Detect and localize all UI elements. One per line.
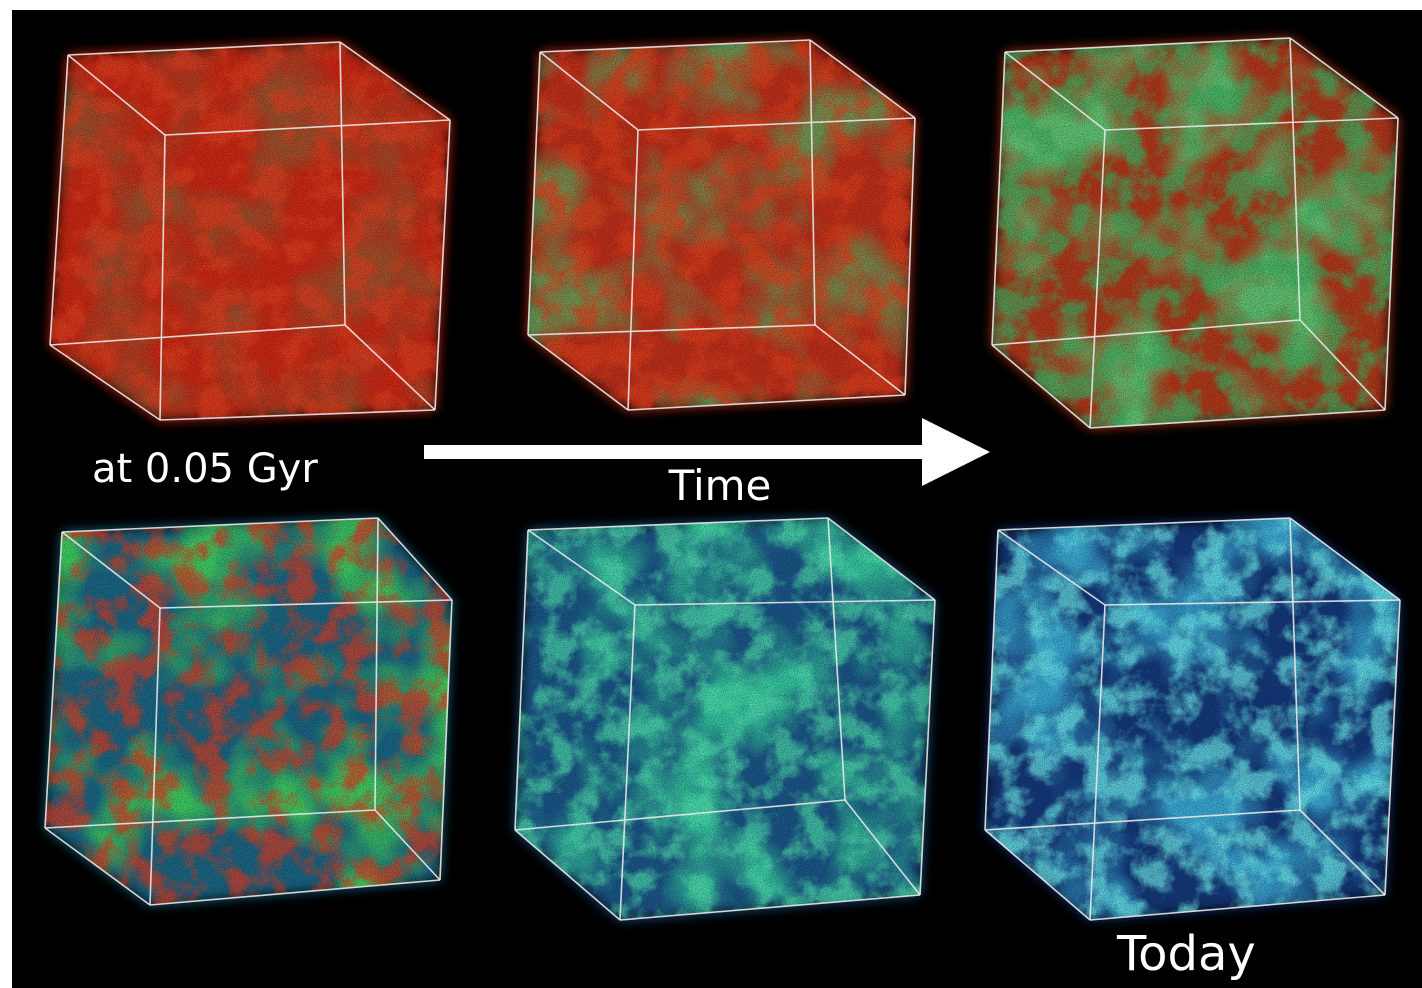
simulation-cube (985, 518, 1400, 920)
arrow-label: Time (668, 461, 772, 510)
simulation-cube (50, 42, 450, 420)
cube-grain (528, 40, 915, 410)
simulation-cube (992, 38, 1398, 428)
cube-grain (985, 518, 1400, 920)
cube-grain (992, 38, 1398, 428)
figure: at 0.05 Gyr Time Today (0, 0, 1422, 988)
cube-grain (50, 42, 450, 420)
cube-grain (45, 518, 452, 905)
start-label: at 0.05 Gyr (92, 446, 318, 492)
end-label: Today (1116, 926, 1256, 982)
simulation-cube (45, 518, 452, 905)
page: {"labels": {"start": "at 0.05 Gyr", "arr… (0, 0, 1422, 988)
simulation-cube (528, 40, 915, 410)
cube-grain (515, 518, 935, 920)
simulation-cube (515, 518, 935, 920)
arrow-shaft (424, 445, 944, 459)
